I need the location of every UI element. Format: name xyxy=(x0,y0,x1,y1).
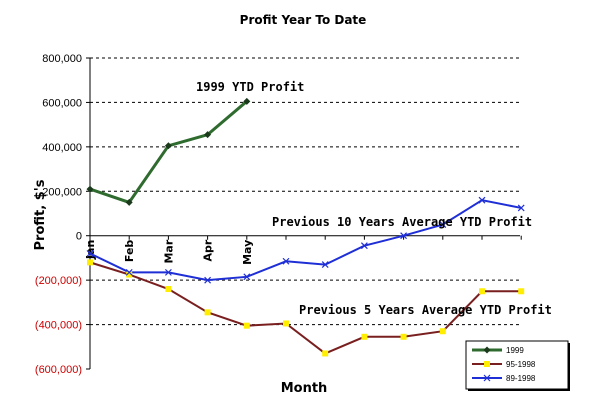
point-95-1998 xyxy=(518,288,525,295)
month-label: Mar xyxy=(162,239,175,263)
point-95-1998 xyxy=(243,322,250,329)
legend-entry: 89-1998 xyxy=(506,374,536,383)
point-89-1998 xyxy=(517,204,525,212)
month-label: Apr xyxy=(202,239,215,261)
point-95-1998 xyxy=(439,328,446,335)
y-tick-label: (600,000) xyxy=(35,364,82,376)
point-89-1998 xyxy=(204,276,212,284)
point-95-1998 xyxy=(479,288,485,295)
point-89-1998 xyxy=(282,257,290,265)
point-89-1998 xyxy=(125,268,133,276)
point-95-1998 xyxy=(126,271,133,278)
legend-entry: 95-1998 xyxy=(506,360,536,369)
point-95-1998 xyxy=(204,309,211,316)
y-tick-label: (400,000) xyxy=(35,320,82,332)
legend: 1999 95-1998 89-1998 xyxy=(465,340,570,391)
y-tick-label: 800,000 xyxy=(42,53,82,65)
series-line-95-1998 xyxy=(89,261,522,355)
y-tick-labels: 800,000 600,000 400,000 200,000 0 (200,000) (4… xyxy=(35,53,82,376)
series-line-89-1998 xyxy=(89,199,522,282)
point-89-1998 xyxy=(86,250,94,257)
point-95-1998 xyxy=(322,350,329,357)
x-axis-label: Month xyxy=(281,381,328,396)
axes xyxy=(86,57,522,370)
series-line-1999 xyxy=(89,100,248,205)
annotation-label: Previous 10 Years Average YTD Profit xyxy=(272,215,532,229)
point-95-1998 xyxy=(484,361,490,367)
legend-entry: 1999 xyxy=(506,346,524,355)
point-1999 xyxy=(86,185,94,193)
point-89-1998 xyxy=(360,242,368,250)
annotations: 1999 YTD Profit Previous 10 Years Average… xyxy=(196,80,552,317)
point-95-1998 xyxy=(361,333,368,340)
chart-title: Profit Year To Date xyxy=(240,13,367,27)
point-89-1998 xyxy=(164,268,172,276)
point-95-1998 xyxy=(87,259,93,266)
point-1999 xyxy=(483,346,491,354)
annotation-label: 1999 YTD Profit xyxy=(196,80,304,94)
y-tick-label: 600,000 xyxy=(42,97,82,109)
point-1999 xyxy=(243,97,251,105)
y-axis-label: Profit, $'s xyxy=(33,179,48,250)
month-label: Feb xyxy=(123,240,136,263)
point-89-1998 xyxy=(400,232,408,240)
point-1999 xyxy=(204,131,212,139)
y-tick-label: 0 xyxy=(76,231,82,243)
point-95-1998 xyxy=(283,320,289,327)
y-tick-label: 400,000 xyxy=(42,142,82,154)
annotation-label: Previous 5 Years Average YTD Profit xyxy=(299,303,552,317)
month-labels: Jan Feb Mar Apr May xyxy=(84,239,254,265)
point-89-1998 xyxy=(439,221,447,229)
point-95-1998 xyxy=(400,333,407,340)
y-tick-label: 200,000 xyxy=(42,186,82,198)
point-89-1998 xyxy=(483,374,491,382)
y-tick-label: (200,000) xyxy=(35,275,82,287)
month-label: May xyxy=(241,240,254,265)
point-1999 xyxy=(164,142,172,150)
point-1999 xyxy=(125,198,133,206)
point-89-1998 xyxy=(478,196,486,204)
series-markers xyxy=(86,97,525,357)
point-89-1998 xyxy=(243,273,251,281)
point-89-1998 xyxy=(321,261,329,269)
point-95-1998 xyxy=(165,286,172,293)
